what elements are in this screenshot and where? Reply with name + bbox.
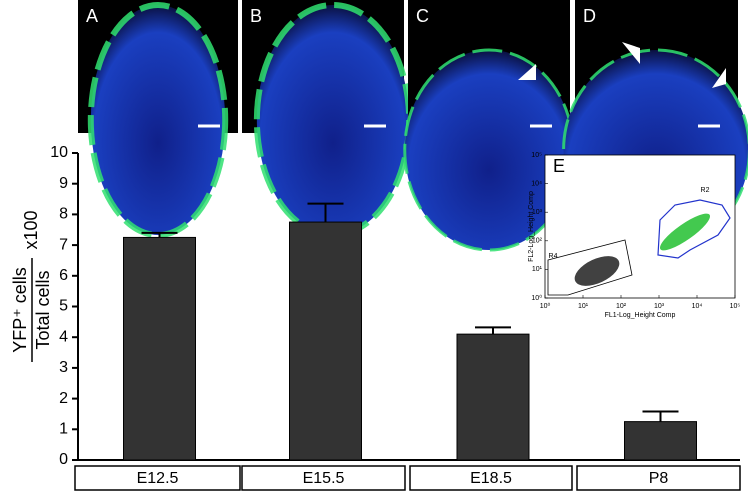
- cell-cloud: [574, 256, 620, 286]
- x-tick-label: 10³: [654, 303, 665, 310]
- panel-label: A: [86, 6, 98, 26]
- panel-label: C: [416, 6, 429, 26]
- flow-inset: E 10⁰ 10¹ 10² 10³ 10⁴ 10⁵ 10⁰ 10¹ 10² 10³ 10⁴ 10⁵ FL1…: [528, 152, 741, 319]
- y-label-numerator: YFP⁺ cells: [10, 267, 30, 353]
- arrowhead: [712, 68, 726, 88]
- panel-label: B: [250, 6, 262, 26]
- panel-label: D: [583, 6, 596, 26]
- panel-label: E: [553, 156, 565, 176]
- gate: [657, 199, 731, 259]
- x-tick-label: P8: [649, 470, 669, 487]
- bar: [456, 333, 530, 461]
- inset-frame: [544, 154, 736, 299]
- y-tick-label: 9: [59, 175, 68, 192]
- x-tick-label: E18.5: [470, 470, 512, 487]
- y-tick-label: 1: [59, 421, 68, 438]
- x-tick-label: 10⁵: [730, 303, 741, 310]
- yfp-cloud: [660, 213, 710, 251]
- y-tick-label: 10¹: [532, 266, 543, 273]
- y-label-denominator: Total cells: [33, 270, 53, 349]
- y-tick-label: 6: [59, 267, 68, 284]
- y-axis-label: FL2-Log_Height Comp: [528, 191, 535, 262]
- x-axis-label: FL1-Log_Height Comp: [605, 312, 676, 319]
- x-tick-label: 10⁰: [540, 302, 551, 310]
- x-tick-label: E15.5: [303, 470, 345, 487]
- gate-label: R2: [701, 187, 710, 194]
- x-tick-label: 10⁴: [692, 303, 703, 310]
- y-tick-label: 4: [59, 328, 68, 345]
- y-tick-label: 10⁴: [531, 180, 542, 187]
- category-box: [241, 465, 406, 491]
- category-box: [74, 465, 241, 491]
- y-tick-label: 3: [59, 359, 68, 376]
- tissue: [404, 50, 574, 250]
- bar-chart: 0 1 2 3 4 5 6 7 8 9 10 YFP⁺ cells Total cells x100 E12…: [10, 144, 741, 491]
- y-tick-label: 5: [59, 298, 68, 315]
- y-tick-label: 2: [59, 390, 68, 407]
- x-tick-label: E12.5: [137, 470, 179, 487]
- y-tick-label: 10³: [532, 209, 543, 216]
- tissue: [90, 5, 226, 235]
- bar: [289, 221, 362, 461]
- y-tick-label: 0: [59, 451, 68, 468]
- yfp-layer: [87, 2, 229, 238]
- y-tick-label: 8: [59, 206, 68, 223]
- x-tick-label: 10¹: [578, 303, 589, 310]
- category-box: [576, 465, 741, 491]
- bar: [123, 236, 196, 461]
- arrowhead: [518, 64, 536, 80]
- gate-label: R4: [549, 253, 558, 260]
- x-tick-label: 10²: [616, 303, 627, 310]
- category-box: [409, 465, 573, 491]
- y-tick-label: 10⁰: [531, 294, 542, 302]
- y-tick-label: 10²: [532, 238, 543, 245]
- bar: [624, 421, 697, 461]
- y-tick-label: 7: [59, 236, 68, 253]
- arrowhead: [622, 42, 640, 64]
- y-label-factor: x100: [21, 210, 41, 249]
- gate: [547, 239, 633, 296]
- y-axis-label: YFP⁺ cells Total cells x100: [10, 210, 53, 362]
- y-tick-label: 10: [50, 144, 68, 161]
- tissue: [256, 5, 410, 235]
- y-tick-label: 10⁵: [531, 152, 542, 159]
